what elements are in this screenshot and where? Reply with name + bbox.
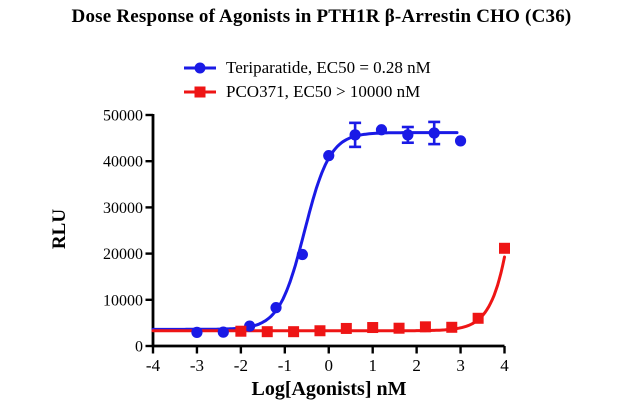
legend-item-teriparatide: Teriparatide, EC50 = 0.28 nM bbox=[183, 56, 431, 80]
legend-item-pco371: PCO371, EC50 > 10000 nM bbox=[183, 80, 431, 104]
data-point-teriparatide bbox=[191, 326, 203, 338]
x-axis-title: Log[Agonists] nM bbox=[251, 378, 407, 400]
data-point-teriparatide bbox=[296, 248, 308, 261]
data-point-teriparatide bbox=[270, 302, 282, 314]
y-tick-label: 10000 bbox=[103, 292, 143, 309]
data-point-pco371 bbox=[288, 326, 300, 338]
y-tick-label: 0 bbox=[135, 339, 143, 356]
data-point-pco371 bbox=[419, 321, 431, 333]
pco371-square-marker-icon bbox=[184, 86, 216, 98]
chart-title: Dose Response of Agonists in PTH1R β-Arr… bbox=[71, 6, 572, 27]
data-point-pco371 bbox=[340, 322, 352, 334]
teriparatide-circle-marker-icon bbox=[184, 62, 216, 74]
data-point-teriparatide bbox=[454, 135, 467, 147]
fit-curve-teriparatide bbox=[151, 131, 459, 331]
fit-curve-pco371 bbox=[151, 255, 506, 333]
data-point-pco371 bbox=[235, 325, 247, 337]
chart-legend: Teriparatide, EC50 = 0.28 nM PCO371, EC5… bbox=[183, 56, 431, 104]
x-tick-label: 2 bbox=[412, 356, 421, 375]
data-point-pco371 bbox=[314, 325, 326, 337]
x-tick-label: 0 bbox=[325, 356, 334, 375]
y-tick-label: 40000 bbox=[103, 154, 143, 171]
data-point-teriparatide bbox=[428, 127, 440, 139]
y-tick-label: 20000 bbox=[103, 246, 143, 263]
data-point-teriparatide bbox=[323, 150, 335, 162]
x-tick-label: -4 bbox=[146, 356, 161, 375]
y-axis-title: RLU bbox=[49, 208, 70, 250]
y-tick-label: 50000 bbox=[103, 108, 143, 125]
y-tick-label: 30000 bbox=[103, 200, 143, 217]
legend-label-pco371: PCO371, EC50 > 10000 nM bbox=[226, 82, 421, 101]
x-tick-label: 1 bbox=[368, 356, 377, 375]
data-point-teriparatide bbox=[349, 129, 361, 141]
data-point-teriparatide bbox=[244, 320, 256, 332]
x-tick-label: -2 bbox=[234, 356, 248, 375]
data-point-pco371 bbox=[499, 242, 510, 254]
axes-spines bbox=[151, 114, 505, 348]
x-tick-label: 4 bbox=[500, 356, 509, 375]
data-point-pco371 bbox=[393, 322, 405, 334]
data-point-teriparatide bbox=[217, 326, 229, 338]
data-point-teriparatide bbox=[375, 124, 388, 136]
legend-label-teriparatide: Teriparatide, EC50 = 0.28 nM bbox=[226, 58, 431, 77]
x-tick-label: -1 bbox=[278, 356, 292, 375]
data-point-pco371 bbox=[446, 321, 458, 333]
data-point-pco371 bbox=[261, 326, 273, 338]
data-point-teriparatide bbox=[402, 129, 414, 141]
x-tick-label: 3 bbox=[456, 356, 465, 375]
x-tick-label: -3 bbox=[190, 356, 204, 375]
data-point-pco371 bbox=[472, 312, 484, 324]
data-point-pco371 bbox=[367, 322, 379, 334]
